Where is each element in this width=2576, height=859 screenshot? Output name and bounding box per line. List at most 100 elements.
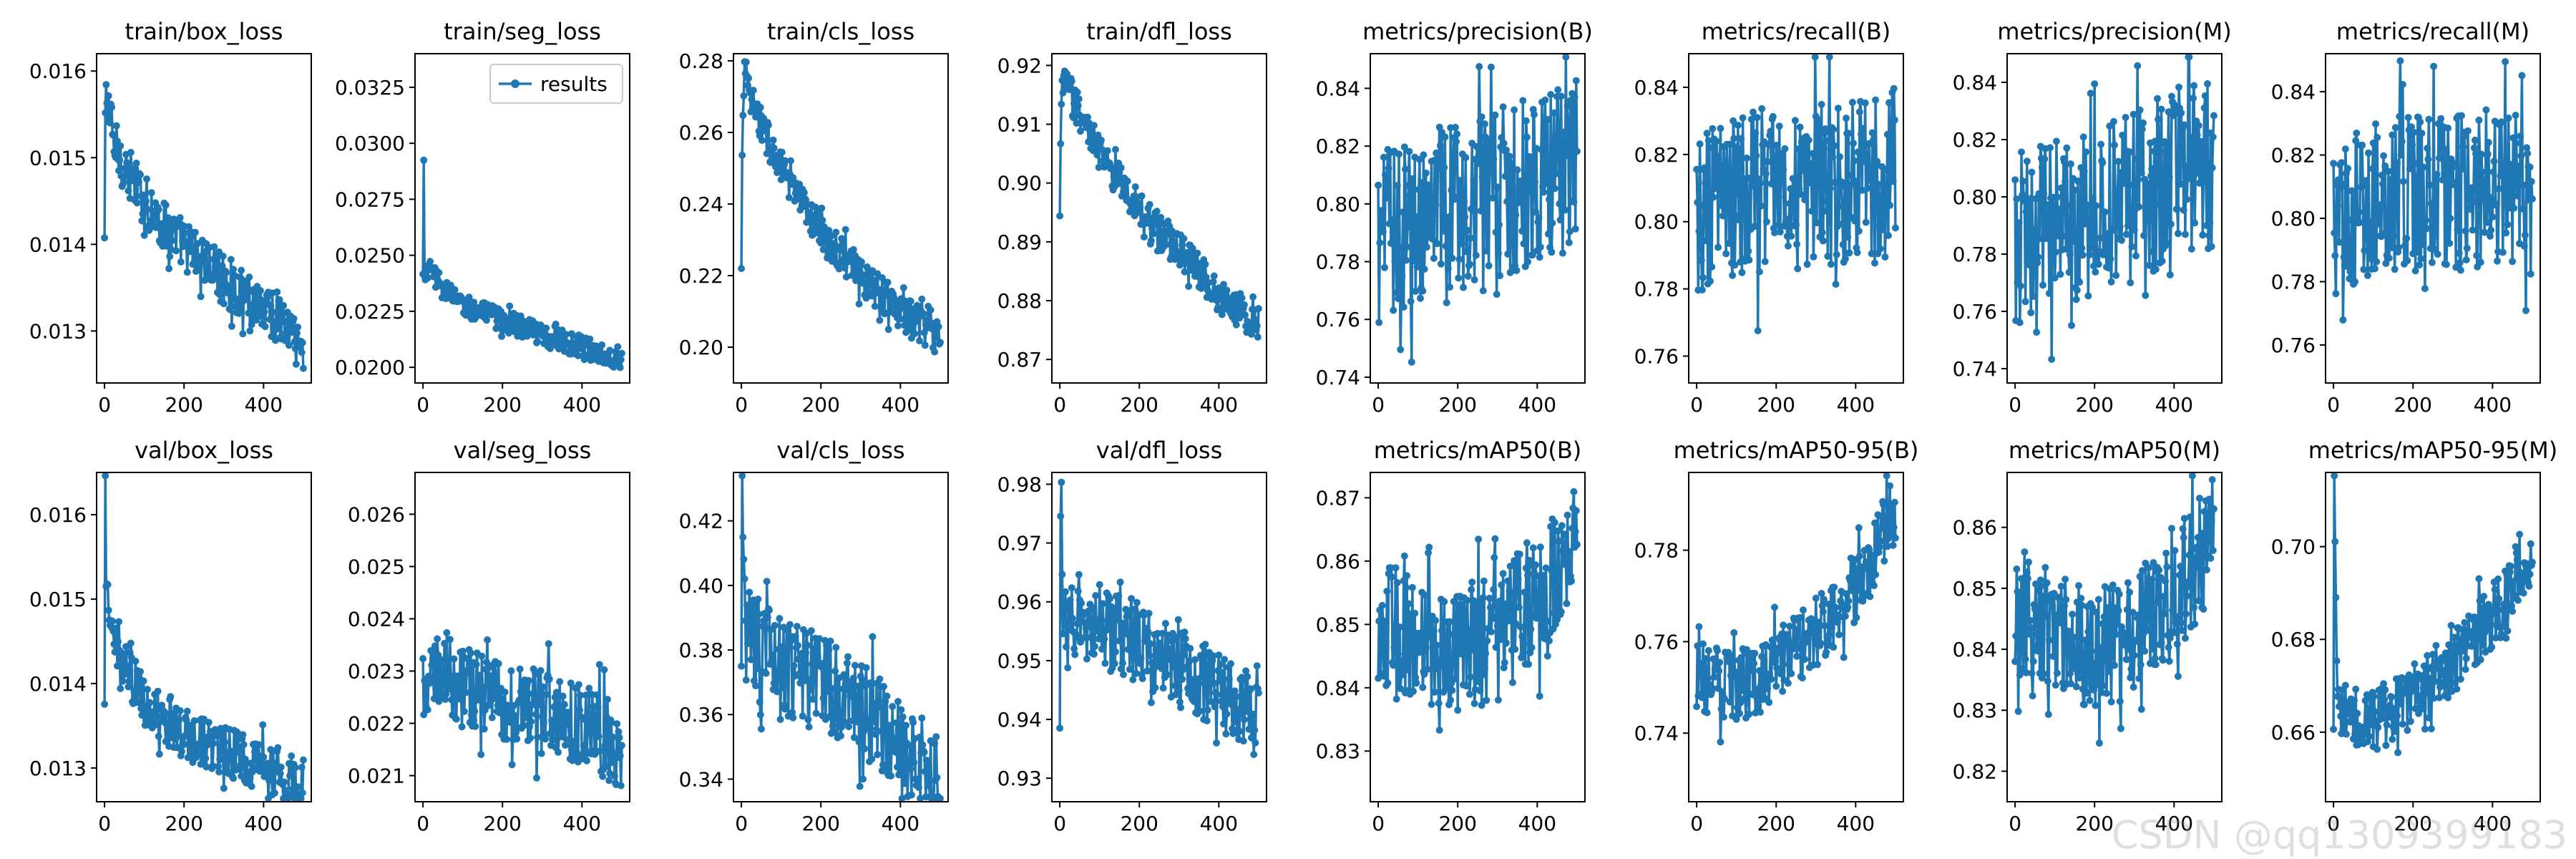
- data-point: [1726, 140, 1734, 148]
- data-point: [1795, 145, 1802, 153]
- data-point: [1707, 277, 1714, 285]
- data-point: [2331, 472, 2338, 480]
- data-point: [2168, 525, 2175, 533]
- data-point: [226, 306, 234, 314]
- x-tick-label: 400: [245, 393, 283, 417]
- data-point: [2197, 153, 2204, 161]
- data-point: [2072, 656, 2079, 664]
- data-point: [936, 339, 944, 346]
- data-point: [1412, 287, 1420, 295]
- data-point: [1092, 592, 1100, 599]
- data-point: [507, 719, 514, 727]
- y-tick-label: 0.26: [679, 121, 723, 145]
- data-point: [2148, 165, 2156, 173]
- data-point: [776, 716, 784, 723]
- subplot-title: train/seg_loss: [444, 18, 601, 45]
- data-point: [2042, 613, 2050, 621]
- data-point: [1424, 665, 1431, 673]
- data-point: [550, 703, 558, 711]
- data-point: [2391, 266, 2399, 273]
- data-point: [2344, 165, 2352, 173]
- axes-frame: [2006, 53, 2223, 384]
- data-point: [1117, 665, 1125, 673]
- data-point: [1537, 146, 1545, 153]
- data-point: [1174, 616, 1182, 623]
- data-point: [2057, 583, 2065, 590]
- data-point: [2370, 692, 2378, 700]
- data-point: [875, 703, 883, 710]
- data-point: [2197, 562, 2205, 570]
- data-point: [812, 709, 820, 717]
- data-point: [506, 302, 514, 310]
- data-point: [897, 315, 904, 323]
- y-tick-label: 0.66: [2271, 721, 2316, 744]
- data-point: [1501, 659, 1508, 666]
- data-point: [740, 555, 748, 563]
- data-point: [129, 177, 136, 185]
- data-point: [2171, 547, 2179, 555]
- data-point: [505, 329, 513, 337]
- data-point: [1886, 482, 1894, 490]
- data-point: [923, 757, 930, 765]
- data-point: [2193, 545, 2201, 553]
- data-point: [1457, 205, 1465, 213]
- data-point: [825, 646, 833, 654]
- data-point: [2421, 725, 2429, 733]
- data-point: [512, 712, 519, 719]
- data-point: [1449, 154, 1457, 162]
- data-point: [837, 732, 844, 739]
- data-point: [520, 722, 528, 729]
- data-point: [1554, 527, 1562, 535]
- data-point: [1133, 598, 1141, 606]
- data-point: [1214, 304, 1222, 311]
- data-point: [1463, 226, 1471, 234]
- data-point: [1830, 583, 1838, 591]
- data-point: [1568, 142, 1576, 150]
- data-point: [255, 741, 263, 749]
- data-point: [2151, 654, 2159, 662]
- data-point: [109, 617, 117, 625]
- data-point: [2502, 58, 2509, 66]
- data-point: [1444, 672, 1452, 680]
- data-point: [2502, 229, 2510, 237]
- x-tick-label: 0: [1053, 812, 1066, 835]
- data-point: [2162, 578, 2170, 585]
- data-point: [1058, 571, 1066, 578]
- data-point: [1528, 644, 1536, 651]
- data-point: [535, 694, 543, 702]
- data-point: [1395, 150, 1402, 158]
- data-point: [2014, 588, 2021, 596]
- y-tick-label: 0.84: [1634, 76, 1679, 100]
- data-point: [1078, 599, 1085, 607]
- data-point: [2515, 162, 2522, 170]
- data-point: [1404, 666, 1412, 674]
- data-point: [2458, 112, 2465, 120]
- x-tick-label: 200: [1757, 812, 1795, 835]
- data-point: [494, 660, 502, 667]
- data-point: [2512, 139, 2520, 147]
- data-point: [1494, 250, 1502, 257]
- data-point: [831, 729, 839, 736]
- subplot-title: metrics/recall(M): [2336, 18, 2529, 45]
- data-point: [897, 706, 905, 714]
- data-point: [1880, 182, 1888, 190]
- data-point: [1554, 86, 1562, 94]
- data-point: [195, 264, 203, 272]
- data-point: [2442, 654, 2450, 661]
- data-point: [1442, 684, 1450, 692]
- data-point: [2163, 239, 2171, 247]
- data-point: [2097, 140, 2105, 148]
- data-point: [1890, 498, 1898, 506]
- data-point: [1462, 154, 1470, 162]
- data-point: [1435, 727, 1443, 734]
- data-point: [1754, 327, 1762, 334]
- data-point: [114, 638, 122, 646]
- data-point: [1405, 147, 1413, 155]
- subplot-title: metrics/mAP50(M): [2009, 437, 2220, 464]
- data-point: [1232, 693, 1240, 701]
- data-point: [224, 757, 232, 765]
- data-point: [2044, 711, 2052, 718]
- data-point: [1745, 710, 1753, 718]
- data-point: [1506, 152, 1513, 160]
